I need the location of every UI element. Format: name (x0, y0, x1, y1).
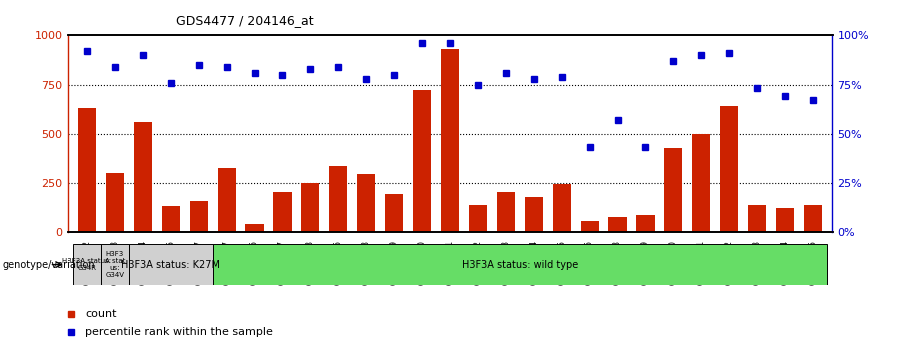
Bar (553, 184, 571, 232)
Bar (441, 49, 459, 232)
Bar (692, 133, 710, 232)
Text: H3F3
A stat
us:
G34V: H3F3 A stat us: G34V (104, 251, 125, 278)
Bar (78, 108, 96, 232)
Text: GDS4477 / 204146_at: GDS4477 / 204146_at (176, 13, 313, 27)
Text: percentile rank within the sample: percentile rank within the sample (86, 327, 273, 337)
Bar (129, 244, 212, 285)
Bar (804, 205, 822, 232)
Bar (106, 173, 124, 232)
Text: H3F3A status: wild type: H3F3A status: wild type (462, 259, 578, 270)
Bar (413, 90, 431, 232)
Bar (212, 244, 827, 285)
Bar (274, 192, 292, 232)
Bar (218, 168, 236, 232)
Text: genotype/variation: genotype/variation (3, 259, 95, 270)
Bar (525, 198, 543, 232)
Bar (246, 224, 264, 232)
Bar (636, 215, 654, 232)
Bar (190, 201, 208, 232)
Bar (469, 205, 487, 232)
Bar (720, 106, 738, 232)
Text: count: count (86, 309, 117, 319)
Bar (101, 244, 129, 285)
Bar (664, 148, 682, 232)
Text: H3F3A status:
G34R: H3F3A status: G34R (62, 258, 112, 271)
Bar (134, 122, 152, 232)
Bar (580, 221, 598, 232)
Bar (329, 166, 347, 232)
Bar (497, 192, 515, 232)
Text: H3F3A status: K27M: H3F3A status: K27M (122, 259, 220, 270)
Bar (302, 183, 319, 232)
Bar (385, 194, 403, 232)
Bar (357, 174, 375, 232)
Bar (162, 206, 180, 232)
Bar (608, 217, 626, 232)
Bar (776, 208, 794, 232)
Bar (748, 205, 766, 232)
Bar (73, 244, 101, 285)
